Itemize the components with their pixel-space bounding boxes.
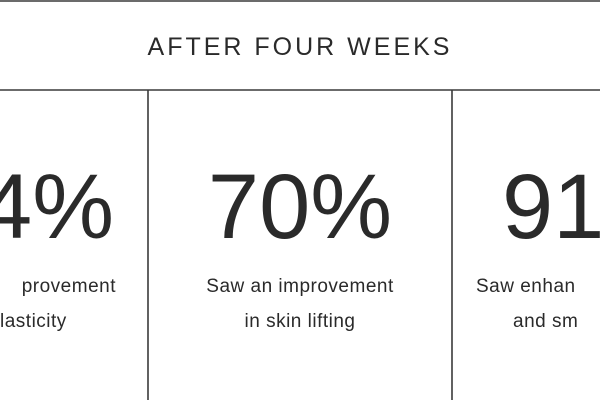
stat-description: Saw enhan xyxy=(476,276,576,297)
stat-description: Saw an improvement xyxy=(206,276,394,297)
stat-description: in skin lifting xyxy=(245,311,356,332)
stat-description: provement xyxy=(22,276,116,297)
stat-description: lasticity xyxy=(0,311,67,332)
stat-value: 91 xyxy=(502,156,600,258)
panel-title: AFTER FOUR WEEKS xyxy=(148,33,453,61)
stat-value: 4% xyxy=(0,156,114,258)
stat-value: 70% xyxy=(208,156,392,258)
stat-description: and sm xyxy=(513,311,578,332)
